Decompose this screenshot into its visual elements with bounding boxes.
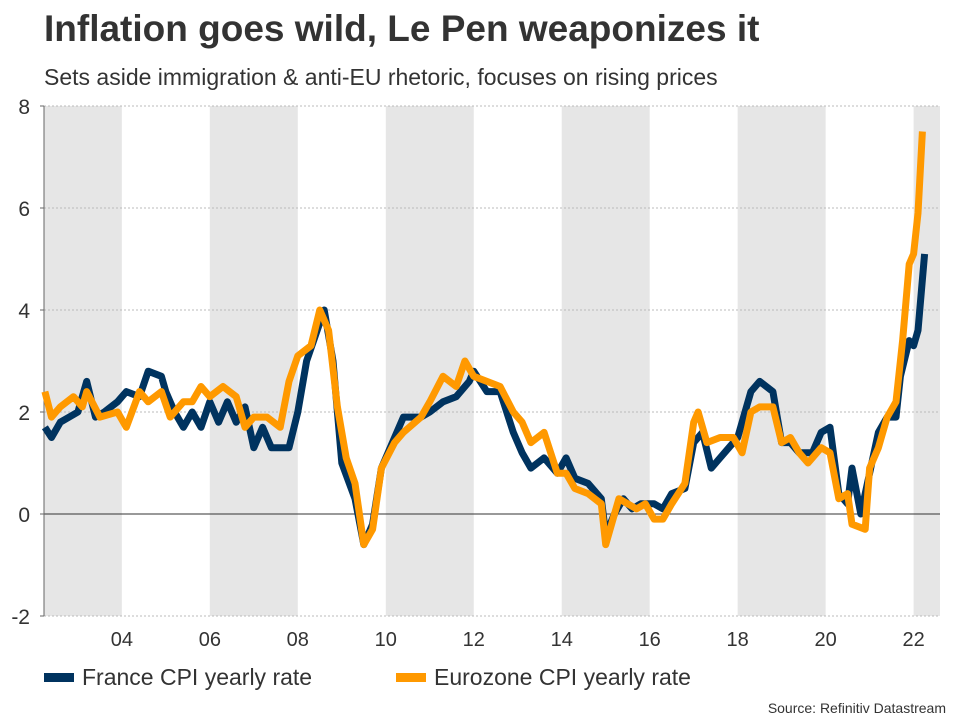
legend-swatch-france [44,673,74,682]
x-tick-label: 12 [463,629,485,651]
shaded-band [209,106,298,616]
source-note: Source: Refinitiv Datastream [767,700,946,716]
x-tick-label: 08 [287,629,309,651]
legend-label-eurozone: Eurozone CPI yearly rate [434,664,691,690]
x-tick-label: 06 [199,629,221,651]
legend-swatch-eurozone [396,673,426,682]
x-tick-label: 20 [815,629,837,651]
series-line-eurozone [41,131,926,549]
x-tick-label: 10 [375,629,397,651]
chart-subtitle: Sets aside immigration & anti-EU rhetori… [44,64,718,90]
shaded-band [737,106,826,616]
y-tick-label: 6 [18,198,30,221]
y-tick-label: 4 [18,300,30,323]
x-tick-label: 18 [727,629,749,651]
y-tick-label: 8 [18,96,30,119]
x-tick-label: 14 [551,629,573,651]
legend-item-eurozone: Eurozone CPI yearly rate [396,664,691,691]
y-tick-label: 2 [18,402,30,425]
x-tick-label: 22 [902,629,924,651]
shaded-band [385,106,474,616]
y-tick-label: -2 [11,606,30,629]
x-tick-label: 16 [639,629,661,651]
legend-label-france: France CPI yearly rate [82,664,313,690]
shaded-band [44,106,122,616]
y-tick-label: 0 [18,504,30,527]
series-line-france [41,253,929,549]
x-tick-label: 04 [111,629,133,651]
chart-title: Inflation goes wild, Le Pen weaponizes i… [44,8,760,49]
legend-item-france: France CPI yearly rate [44,664,312,691]
